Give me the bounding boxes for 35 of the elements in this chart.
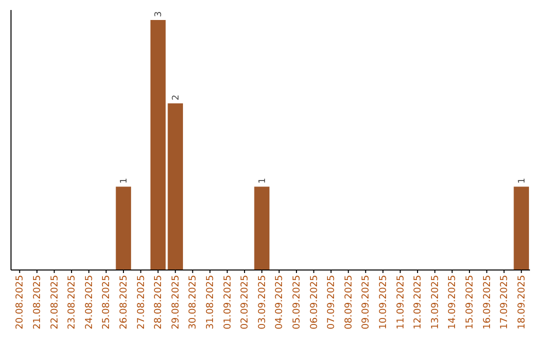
x-tick-label: 23.08.2025 xyxy=(66,275,78,330)
x-tick-label: 16.09.2025 xyxy=(482,275,493,330)
x-tick-label: 06.09.2025 xyxy=(308,275,320,330)
x-tick-label: 07.09.2025 xyxy=(326,275,338,330)
x-tick-label: 08.09.2025 xyxy=(343,275,354,330)
x-tick-label: 05.09.2025 xyxy=(291,275,302,330)
x-tick-label: 25.08.2025 xyxy=(101,275,112,330)
x-tick-label: 14.09.2025 xyxy=(447,275,458,330)
data-label: 2 xyxy=(171,94,182,100)
x-tick-label: 22.08.2025 xyxy=(49,275,60,330)
x-tick-label: 24.08.2025 xyxy=(84,275,95,330)
x-tick-label: 17.09.2025 xyxy=(499,275,510,330)
data-label: 3 xyxy=(154,11,164,17)
x-tick-label: 11.09.2025 xyxy=(395,275,406,330)
data-label: 1 xyxy=(119,178,130,184)
x-tick-label: 30.08.2025 xyxy=(188,275,199,330)
x-tick-label: 18.09.2025 xyxy=(516,275,528,330)
x-tick-label: 28.08.2025 xyxy=(153,275,164,330)
x-tick-label: 26.08.2025 xyxy=(118,275,130,330)
x-tick-label: 03.09.2025 xyxy=(256,275,268,330)
x-tick-label: 21.08.2025 xyxy=(32,275,43,330)
x-tick-label: 20.08.2025 xyxy=(14,275,26,330)
data-label: 1 xyxy=(517,178,528,184)
x-tick-label: 10.09.2025 xyxy=(378,275,389,330)
x-tick-label: 12.09.2025 xyxy=(412,275,424,330)
x-tick-label: 13.09.2025 xyxy=(430,275,441,330)
x-tick-label: 01.09.2025 xyxy=(222,275,234,330)
x-tick-label: 15.09.2025 xyxy=(464,275,476,330)
x-tick-label: 09.09.2025 xyxy=(360,275,372,330)
x-tick-label: 04.09.2025 xyxy=(274,275,286,330)
x-tick-label: 29.08.2025 xyxy=(170,275,182,330)
x-tick-label: 31.08.2025 xyxy=(204,275,216,330)
x-tick-label: 02.09.2025 xyxy=(240,275,251,330)
x-tick-label: 27.08.2025 xyxy=(136,275,147,330)
data-label: 1 xyxy=(258,178,268,184)
